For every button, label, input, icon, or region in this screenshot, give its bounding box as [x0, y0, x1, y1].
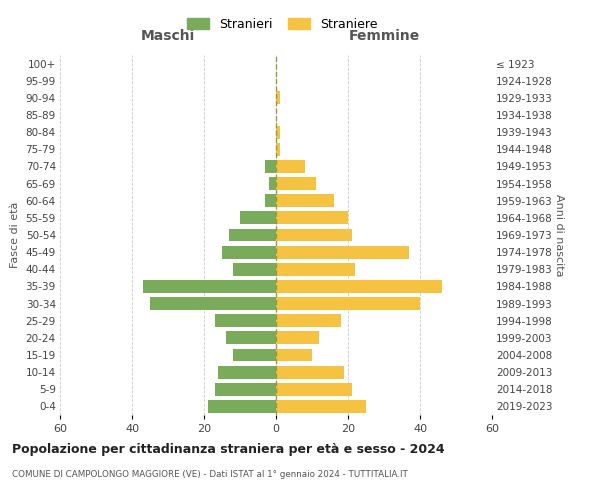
Bar [276, 263, 355, 276]
Bar [276, 280, 442, 293]
Bar [276, 194, 334, 207]
Text: COMUNE DI CAMPOLONGO MAGGIORE (VE) - Dati ISTAT al 1° gennaio 2024 - TUTTITALIA.: COMUNE DI CAMPOLONGO MAGGIORE (VE) - Dat… [12, 470, 408, 479]
Bar [276, 160, 305, 173]
Bar [276, 177, 316, 190]
Bar [222, 246, 276, 258]
Bar [276, 314, 341, 327]
Bar [269, 177, 276, 190]
Text: Popolazione per cittadinanza straniera per età e sesso - 2024: Popolazione per cittadinanza straniera p… [12, 442, 445, 456]
Bar [143, 280, 276, 293]
Bar [276, 92, 280, 104]
Bar [226, 332, 276, 344]
Bar [276, 332, 319, 344]
Bar [208, 400, 276, 413]
Bar [229, 228, 276, 241]
Bar [150, 297, 276, 310]
Bar [265, 160, 276, 173]
Bar [240, 212, 276, 224]
Y-axis label: Fasce di età: Fasce di età [10, 202, 20, 268]
Bar [276, 366, 344, 378]
Bar [276, 383, 352, 396]
Legend: Stranieri, Straniere: Stranieri, Straniere [180, 11, 384, 37]
Text: Femmine: Femmine [349, 29, 419, 43]
Bar [276, 400, 366, 413]
Bar [233, 348, 276, 362]
Bar [215, 314, 276, 327]
Bar [233, 263, 276, 276]
Bar [276, 228, 352, 241]
Bar [276, 212, 348, 224]
Bar [218, 366, 276, 378]
Bar [276, 348, 312, 362]
Bar [276, 297, 420, 310]
Bar [276, 143, 280, 156]
Bar [265, 194, 276, 207]
Text: Maschi: Maschi [141, 29, 195, 43]
Bar [215, 383, 276, 396]
Y-axis label: Anni di nascita: Anni di nascita [554, 194, 564, 276]
Bar [276, 246, 409, 258]
Bar [276, 126, 280, 138]
